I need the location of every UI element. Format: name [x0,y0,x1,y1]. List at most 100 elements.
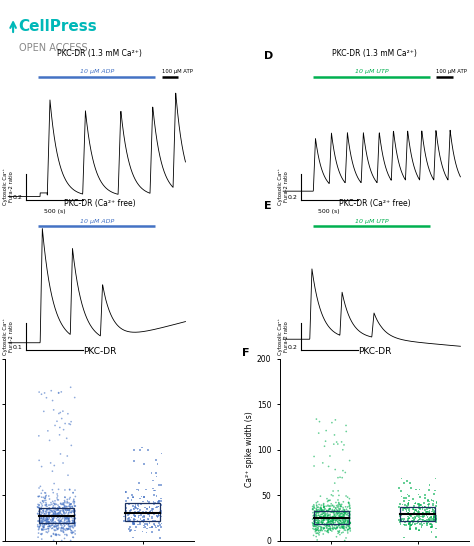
Point [402,494,410,503]
Point [156,521,164,530]
Point [312,515,320,524]
Point [430,514,438,523]
Point [42,494,49,503]
Point [64,506,72,514]
Point [333,508,340,517]
Point [34,503,42,512]
Point [46,523,54,531]
Point [326,518,334,526]
Point [133,485,141,494]
Point [334,529,342,538]
Point [338,523,346,532]
Point [134,501,142,509]
Point [59,504,66,513]
Point [39,523,47,532]
Text: Cytosolic Ca²⁺
Fura-2 ratio: Cytosolic Ca²⁺ Fura-2 ratio [278,168,289,205]
Text: E: E [264,201,272,211]
Point [45,520,52,529]
Point [65,495,73,503]
Point [45,511,53,519]
Point [134,520,142,529]
Point [153,508,161,517]
Point [310,522,318,531]
Point [426,500,433,508]
Point [420,498,428,507]
Point [41,516,49,525]
Point [403,502,410,511]
Point [54,505,62,514]
Point [158,519,165,528]
Point [335,512,342,520]
Point [335,501,343,509]
Point [324,502,332,511]
Point [59,503,67,512]
Point [311,521,319,530]
Point [148,527,155,536]
Point [126,517,133,525]
Point [62,502,69,511]
Point [67,536,74,545]
Point [397,518,404,526]
Point [345,521,352,530]
Point [45,509,53,518]
Point [427,513,434,522]
Point [339,522,347,531]
Point [346,501,354,510]
Point [41,489,49,497]
Point [319,510,326,519]
Point [70,512,78,521]
Point [143,505,151,513]
Point [342,515,349,524]
Point [55,516,62,525]
Point [54,513,61,521]
Point [318,513,325,521]
Point [339,524,346,532]
Point [140,492,148,501]
Point [51,512,59,521]
Point [44,506,52,514]
Point [399,517,407,526]
Point [330,502,337,511]
Point [65,419,73,428]
Point [63,513,71,522]
Point [154,497,162,506]
Point [341,520,348,529]
Point [428,521,436,530]
Point [336,523,344,532]
Point [324,512,331,520]
Point [404,517,411,525]
Point [66,513,73,521]
Point [155,511,162,519]
Point [423,511,430,519]
Point [346,521,353,530]
Point [53,519,61,527]
Point [331,431,338,440]
Point [318,506,326,514]
Point [138,492,146,501]
Point [150,498,157,507]
Point [70,517,77,525]
Point [315,508,322,517]
Point [325,496,333,505]
Point [56,518,64,526]
Point [55,512,62,520]
Point [71,521,78,530]
Point [326,511,334,520]
Point [156,508,164,517]
Point [320,503,328,512]
Point [154,511,161,520]
Point [122,488,129,496]
Point [410,501,418,510]
Point [59,505,67,514]
Point [316,506,323,515]
Point [313,501,320,509]
Point [341,518,348,526]
Point [338,437,346,446]
Point [314,519,322,527]
Point [37,517,45,525]
Point [138,517,146,525]
Point [55,520,62,529]
Point [127,526,135,535]
Point [131,526,138,535]
Point [321,511,329,520]
